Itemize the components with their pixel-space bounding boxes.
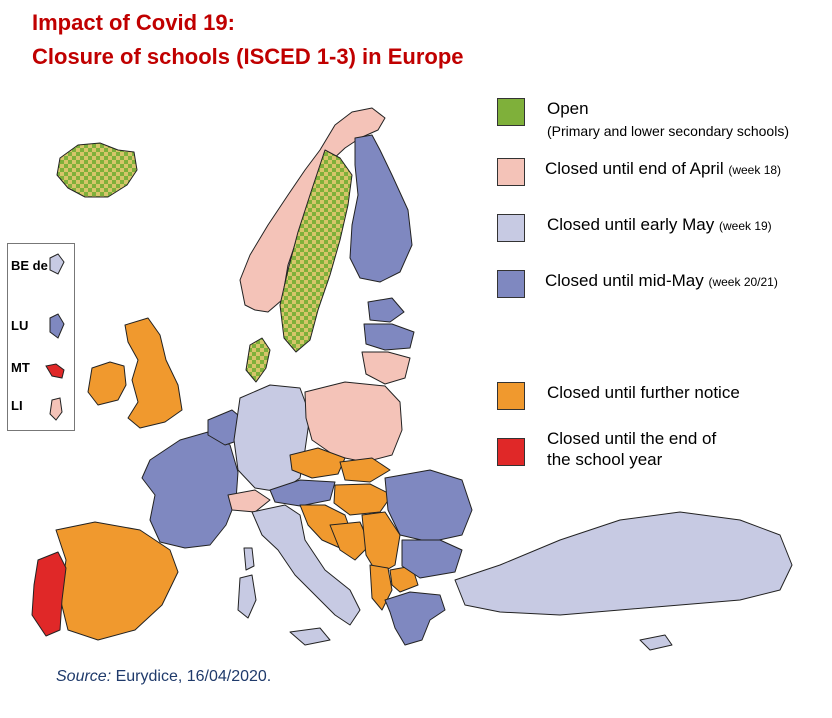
inset-label-lu: LU: [11, 318, 29, 333]
corsica: [243, 547, 255, 571]
legend-label-further: Closed until further notice: [547, 383, 740, 402]
serbia: [361, 511, 401, 576]
bosnia: [329, 521, 371, 561]
lu-shape: [49, 313, 65, 339]
finland: [349, 134, 413, 283]
sardinia: [237, 574, 257, 619]
inset-label-mt: MT: [11, 360, 30, 375]
sicily: [289, 627, 331, 646]
legend-item-open: Open (Primary and lower secondary school…: [497, 98, 789, 142]
legend-note-early-may: (week 19): [718, 219, 772, 233]
estonia: [367, 297, 405, 323]
latvia: [363, 323, 415, 351]
cyprus: [639, 634, 673, 651]
legend-label2-year-end: the school year: [547, 450, 663, 469]
inset-label-be-de: BE de: [11, 258, 48, 273]
map-title-line1: Impact of Covid 19:: [32, 10, 235, 35]
legend-label-year-end: Closed until the end of: [547, 429, 717, 448]
source-note: Source: Eurydice, 16/04/2020.: [56, 668, 271, 686]
hungary: [333, 483, 393, 516]
legend-item-further: Closed until further notice: [497, 382, 740, 410]
romania: [384, 469, 473, 543]
france: [141, 431, 239, 549]
legend-swatch-april: [497, 158, 525, 186]
iceland: [56, 142, 138, 198]
legend-swatch-open: [497, 98, 525, 126]
inset-label-li: LI: [11, 398, 23, 413]
czechia: [289, 447, 346, 479]
ireland: [87, 361, 127, 406]
bulgaria: [401, 539, 463, 579]
be-de-shape: [49, 253, 65, 275]
legend-label-open: Open: [547, 99, 589, 118]
map-title-line2: Closure of schools (ISCED 1-3) in Europe: [32, 44, 464, 69]
legend-swatch-year-end: [497, 438, 525, 466]
li-shape: [49, 397, 63, 421]
source-prefix: Source:: [56, 668, 112, 685]
portugal: [31, 551, 67, 637]
inset-box: [7, 243, 75, 431]
legend-note-mid-may: (week 20/21): [708, 275, 778, 289]
greece: [384, 591, 446, 646]
legend-label-mid-may: Closed until mid-May: [545, 271, 704, 290]
inset-shapes: [45, 253, 65, 421]
germany: [233, 384, 311, 493]
lithuania: [361, 351, 411, 385]
legend-swatch-mid-may: [497, 270, 525, 298]
austria: [269, 479, 336, 507]
turkey: [454, 511, 793, 616]
sweden: [279, 149, 353, 353]
slovakia: [339, 457, 391, 483]
mt-shape: [45, 363, 65, 379]
legend-label-april: Closed until end of April: [545, 159, 724, 178]
legend-note-april: (week 18): [728, 163, 782, 177]
legend-swatch-early-may: [497, 214, 525, 242]
legend-note-open: (Primary and lower secondary schools): [547, 123, 789, 139]
legend-item-april: Closed until end of April (week 18): [497, 158, 781, 186]
switzerland: [227, 489, 271, 513]
united-kingdom: [124, 317, 183, 429]
legend-swatch-further: [497, 382, 525, 410]
denmark: [245, 337, 271, 383]
legend-item-year-end: Closed until the end of the school year: [497, 428, 716, 470]
legend-item-mid-may: Closed until mid-May (week 20/21): [497, 270, 778, 298]
legend-item-early-may: Closed until early May (week 19): [497, 214, 772, 242]
italy: [251, 504, 361, 626]
source-text: Eurydice, 16/04/2020.: [111, 668, 272, 685]
legend-label-early-may: Closed until early May: [547, 215, 715, 234]
poland: [304, 381, 403, 463]
